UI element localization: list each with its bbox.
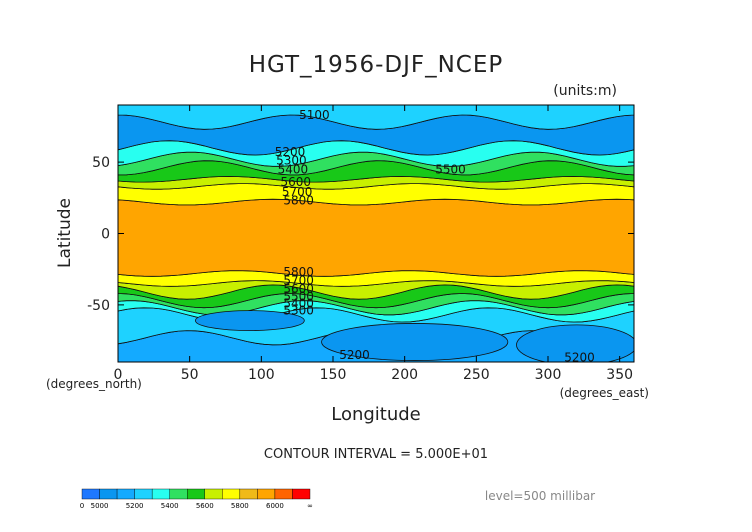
colorbar-swatch [81,488,100,500]
colorbar-tick-label: 5000 [91,502,109,510]
contour-label: 5300 [276,154,307,168]
colorbar-swatch [169,488,188,500]
colorbar-tick-label: 5400 [161,502,179,510]
x-unit-label: (degrees_east) [560,386,649,400]
contour-label: 5100 [299,108,330,122]
contour-label: 5500 [283,289,314,303]
level-label: level=500 millibar [485,489,595,503]
y-tick-label: 50 [92,155,110,171]
colorbar-swatch [257,488,276,500]
colorbar-tick-label: 5800 [231,502,249,510]
units-label: (units:m) [553,83,617,99]
colorbar: 0 5000 5200 5400 5600 5800 6000 ∞ [80,488,313,510]
contour-label: 5200 [564,351,595,365]
plot-area: 5100550058005200530054005600570058005700… [87,104,635,383]
colorbar-tick-label: ∞ [307,502,313,510]
colorbar-tick-label: 6000 [266,502,284,510]
contour-label: 5800 [283,194,314,208]
colorbar-swatch [187,488,205,500]
contour-label: 5400 [283,296,314,310]
contour-label: 5600 [280,175,311,189]
colorbar-swatch [99,488,118,500]
colorbar-tick-label: 0 [80,502,84,510]
y-tick-label: -50 [87,298,110,314]
field-layer: 5100550058005200530054005600570058005700… [118,105,634,365]
x-tick-label: 150 [320,367,347,383]
low-center [321,323,509,361]
colorbar-tick-label: 5200 [126,502,144,510]
colorbar-swatch [134,488,153,500]
low-center [194,310,305,331]
contour-interval-label: CONTOUR INTERVAL = 5.000E+01 [264,447,488,462]
x-tick-label: 50 [181,367,199,383]
x-tick-label: 200 [391,367,418,383]
x-axis-label: Longitude [331,404,421,425]
contour-label: 5600 [283,282,314,296]
colorbar-swatch [151,488,170,500]
contour-label: 5200 [339,348,370,362]
contour-label: 5300 [283,304,314,318]
contour-label: 5700 [282,185,313,199]
colorbar-swatch [292,488,311,500]
colorbar-swatch [222,488,241,500]
colorbar-swatch [204,488,223,500]
contour-label: 5500 [435,162,466,176]
field-band [118,198,634,277]
colorbar-tick-label: 5600 [196,502,214,510]
x-tick-label: 300 [535,367,562,383]
colorbar-swatch [116,488,135,500]
low-center [516,324,634,362]
contour-label: 5700 [283,274,314,288]
colorbar-swatch [274,488,293,500]
x-tick-label: 0 [114,367,123,383]
y-tick-label: 0 [101,227,110,243]
y-unit-label: (degrees_north) [46,377,142,391]
x-tick-label: 250 [463,367,490,383]
contour-label: 5200 [275,145,306,159]
x-tick-label: 100 [248,367,275,383]
field-band [118,105,634,130]
contour-label: 5800 [283,265,314,279]
colorbar-swatch [239,488,258,500]
y-axis-label: Latitude [55,198,75,268]
chart-title: HGT_1956-DJF_NCEP [249,52,504,78]
contour-label: 5400 [278,162,309,176]
x-tick-label: 350 [606,367,633,383]
